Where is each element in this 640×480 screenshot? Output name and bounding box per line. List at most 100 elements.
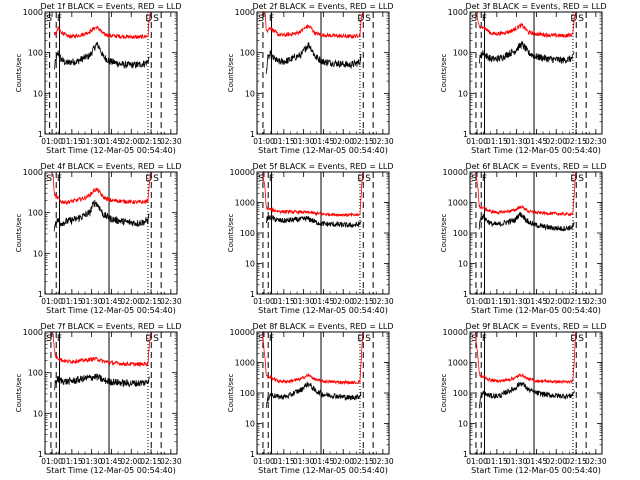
y-tick-label: 1 (250, 450, 255, 459)
x-tick-label: 01:30 (293, 137, 315, 146)
x-tick-label: 01:45 (313, 457, 335, 466)
y-tick-label: 10 (33, 409, 43, 418)
flag-letter: S (46, 14, 52, 24)
y-axis-label: Counts/sec (227, 54, 235, 93)
plot-title: Det 4f BLACK = Events, RED = LLD (40, 162, 181, 171)
events-series-line (53, 373, 150, 391)
flag-letter: S (153, 174, 159, 184)
plot-title: Det 3f BLACK = Events, RED = LLD (465, 2, 606, 11)
flag-letter: S (258, 334, 264, 344)
x-tick-label: 01:15 (273, 297, 295, 306)
x-tick-label: 01:30 (506, 297, 528, 306)
flag-letter: S (578, 14, 584, 24)
x-tick-label: 01:30 (81, 297, 103, 306)
x-tick-label: 01:30 (506, 457, 528, 466)
lld-series-line (262, 171, 363, 218)
y-tick-label: 1000 (235, 359, 255, 368)
detector-plot: Det 7f BLACK = Events, RED = LLD 1 10 100 10… (15, 322, 182, 475)
y-tick-label: 10000 (443, 168, 468, 177)
x-tick-label: 02:15 (352, 457, 374, 466)
detector-plot: Det 3f BLACK = Events, RED = LLD 1 10 100 10… (440, 2, 607, 155)
x-tick-label: 01:45 (526, 137, 548, 146)
x-axis-label: Start Time (12-Mar-05 00:54:40) (46, 306, 176, 315)
y-tick-label: 1000 (235, 199, 255, 208)
y-axis-label: Counts/sec (440, 214, 448, 253)
flag-letter: S (46, 174, 52, 184)
y-axis-label: Counts/sec (15, 214, 23, 253)
detector-plot: Det 6f BLACK = Events, RED = LLD 1 10 100 10… (440, 162, 607, 315)
lld-series-line (53, 11, 151, 40)
y-tick-label: 100 (240, 389, 255, 398)
y-tick-label: 1000 (448, 8, 468, 17)
events-series-line (53, 41, 150, 70)
y-tick-label: 10000 (230, 168, 255, 177)
y-tick-label: 10 (33, 89, 43, 98)
lld-series-line (52, 331, 151, 368)
flag-letter: F (269, 334, 274, 344)
x-tick-label: 01:45 (526, 457, 548, 466)
y-axis-label: Counts/sec (15, 374, 23, 413)
x-tick-label: 02:30 (372, 137, 394, 146)
plot-frame (256, 11, 390, 135)
lld-series-line (474, 171, 576, 217)
flag-letter: F (269, 14, 274, 24)
x-tick-label: 02:00 (332, 457, 354, 466)
y-axis-label: Counts/sec (227, 214, 235, 253)
x-tick-label: 02:30 (585, 457, 607, 466)
flag-letter: F (57, 14, 62, 24)
plot-title: Det 8f BLACK = Events, RED = LLD (252, 322, 393, 331)
y-axis-label: Counts/sec (440, 54, 448, 93)
flag-letter: S (471, 174, 477, 184)
x-axis-label: Start Time (12-Mar-05 00:54:40) (471, 146, 601, 155)
flag-letter: S (365, 334, 371, 344)
events-series-line (265, 381, 362, 408)
x-tick-label: 02:15 (565, 297, 587, 306)
x-tick-label: 02:15 (565, 137, 587, 146)
y-tick-label: 100 (28, 49, 43, 58)
plot-title: Det 7f BLACK = Events, RED = LLD (40, 322, 181, 331)
events-series-line (478, 381, 575, 409)
y-tick-label: 100 (28, 369, 43, 378)
y-tick-label: 100 (453, 389, 468, 398)
y-axis-label: Counts/sec (15, 54, 23, 93)
flag-letter: S (365, 174, 371, 184)
x-tick-label: 02:15 (565, 457, 587, 466)
y-tick-label: 10000 (230, 328, 255, 337)
detector-plot: Det 8f BLACK = Events, RED = LLD 1 10 100 10… (227, 322, 394, 475)
events-series-line (478, 211, 575, 232)
flag-letter: F (482, 14, 487, 24)
x-tick-label: 02:00 (120, 297, 142, 306)
x-axis-label: Start Time (12-Mar-05 00:54:40) (258, 466, 388, 475)
detector-plot: Det 1f BLACK = Events, RED = LLD 1 10 100 10… (15, 2, 182, 155)
y-tick-label: 1 (463, 450, 468, 459)
y-tick-label: 100 (453, 49, 468, 58)
y-tick-label: 10 (245, 420, 255, 429)
y-tick-label: 1 (250, 290, 255, 299)
x-tick-label: 01:00 (41, 297, 63, 306)
x-tick-label: 02:15 (352, 137, 374, 146)
x-tick-label: 01:00 (253, 457, 275, 466)
y-tick-label: 100 (453, 229, 468, 238)
detector-plot: Det 5f BLACK = Events, RED = LLD 1 10 100 10… (227, 162, 394, 315)
flag-letter: D (570, 334, 577, 344)
events-series-line (478, 40, 575, 64)
y-tick-label: 1000 (448, 359, 468, 368)
plot-frame (256, 171, 390, 295)
x-tick-label: 01:15 (61, 297, 83, 306)
y-axis-label: Counts/sec (227, 374, 235, 413)
x-tick-label: 01:45 (101, 137, 123, 146)
flag-letter: S (46, 334, 52, 344)
flag-letter: D (570, 174, 577, 184)
x-tick-label: 01:15 (273, 457, 295, 466)
flag-letter: D (357, 334, 364, 344)
y-tick-label: 10000 (443, 328, 468, 337)
x-tick-label: 02:30 (585, 137, 607, 146)
y-tick-label: 1 (463, 290, 468, 299)
y-tick-label: 1 (463, 130, 468, 139)
y-tick-label: 1000 (23, 8, 43, 17)
x-tick-label: 02:00 (545, 457, 567, 466)
x-tick-label: 02:30 (160, 297, 182, 306)
x-tick-label: 02:00 (332, 297, 354, 306)
y-tick-label: 100 (240, 229, 255, 238)
flag-letter: S (365, 14, 371, 24)
